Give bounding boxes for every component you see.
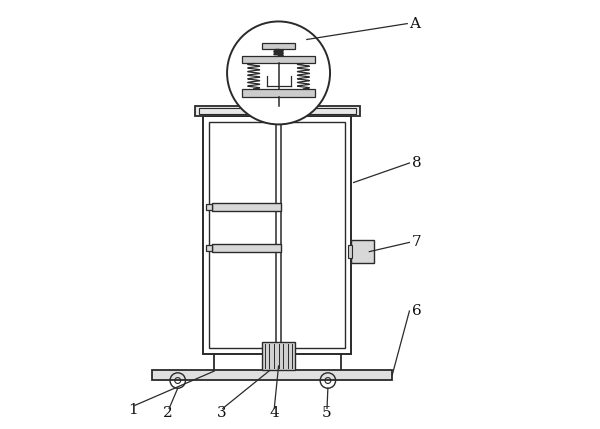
Bar <box>212 244 281 251</box>
Text: 2: 2 <box>163 406 173 420</box>
Bar <box>242 56 315 63</box>
Bar <box>242 89 315 97</box>
Text: A: A <box>409 17 421 30</box>
Text: 4: 4 <box>269 406 279 420</box>
Bar <box>348 245 352 258</box>
Bar <box>262 43 295 49</box>
Text: 1: 1 <box>128 403 137 417</box>
Bar <box>206 245 212 251</box>
Bar <box>352 240 374 263</box>
Bar <box>195 106 360 116</box>
Text: 7: 7 <box>412 236 421 249</box>
Bar <box>203 116 352 354</box>
Bar <box>212 203 281 211</box>
Bar <box>209 122 346 348</box>
Text: 6: 6 <box>412 304 421 318</box>
Text: 8: 8 <box>412 156 421 170</box>
Bar <box>199 108 356 114</box>
Text: 5: 5 <box>322 406 332 420</box>
Bar <box>262 342 295 370</box>
Text: 3: 3 <box>217 406 227 420</box>
Circle shape <box>227 21 330 124</box>
Bar <box>206 204 212 210</box>
Bar <box>152 370 392 380</box>
